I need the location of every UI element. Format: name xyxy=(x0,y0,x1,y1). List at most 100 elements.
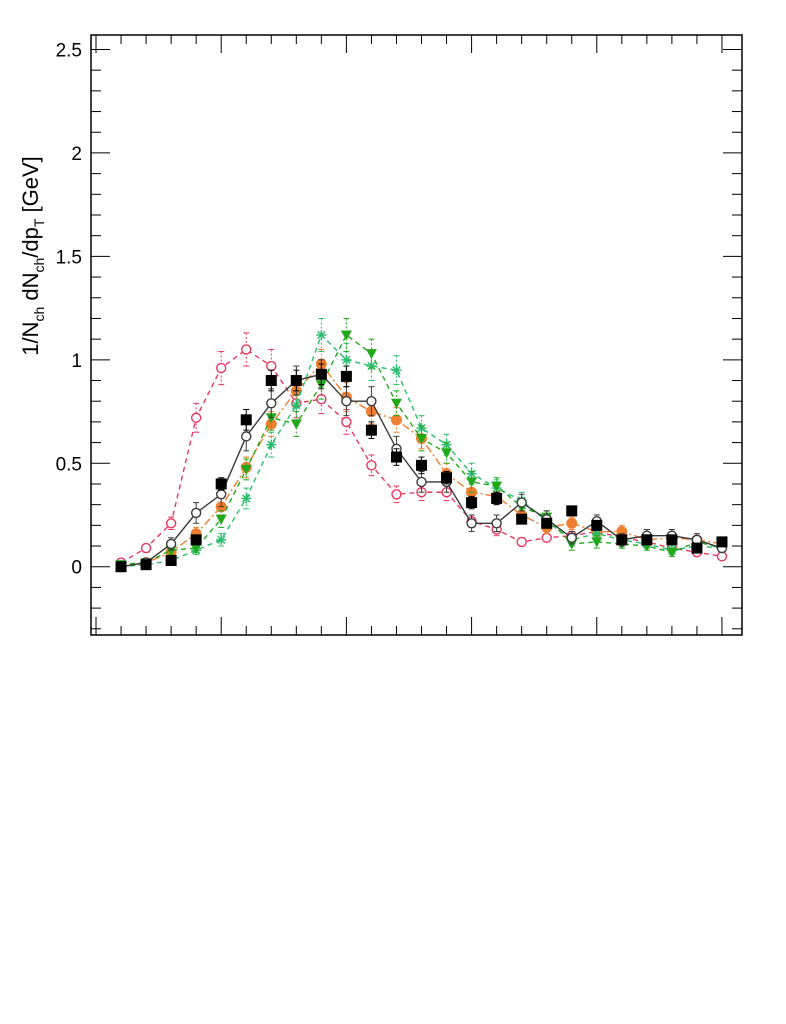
data-point xyxy=(115,561,127,573)
y-axis-title-part: [GeV] xyxy=(18,156,43,218)
y-axis-title-subscript: T xyxy=(31,218,47,227)
data-point xyxy=(666,534,678,546)
data-point xyxy=(366,361,377,372)
data-point xyxy=(516,513,528,525)
y-tick-label: 1 xyxy=(71,351,82,372)
data-point xyxy=(416,433,428,444)
data-point xyxy=(290,419,302,430)
data-point xyxy=(241,431,252,442)
data-point xyxy=(366,396,377,407)
data-point xyxy=(466,518,477,529)
data-point xyxy=(165,555,177,567)
data-point xyxy=(215,514,227,525)
data-point xyxy=(215,362,227,374)
y-tick-label: 1.5 xyxy=(56,247,82,268)
data-point xyxy=(366,460,377,471)
y-tick-label: 0.5 xyxy=(56,454,82,475)
data-point xyxy=(216,534,227,545)
y-axis-title-part: /dp xyxy=(18,227,43,258)
star-stroke xyxy=(392,366,401,375)
y-tick-label: 0 xyxy=(71,558,82,579)
y-tick-label: 2.5 xyxy=(56,40,82,61)
data-point xyxy=(165,538,177,550)
series-0 xyxy=(115,332,728,568)
data-point xyxy=(541,517,553,529)
data-point xyxy=(616,534,628,546)
series-layer xyxy=(115,317,728,573)
data-point xyxy=(391,489,402,500)
data-point xyxy=(215,478,227,490)
star-stroke xyxy=(217,535,226,544)
data-point xyxy=(491,518,502,529)
data-point xyxy=(466,497,478,509)
data-point xyxy=(716,536,728,548)
star-stroke xyxy=(342,355,351,364)
data-point xyxy=(341,396,352,407)
data-point xyxy=(416,476,427,488)
data-point xyxy=(566,532,577,543)
data-point xyxy=(441,472,453,484)
error-bar xyxy=(168,516,175,530)
error-bar xyxy=(368,338,375,369)
error-bar xyxy=(468,471,475,493)
data-point xyxy=(140,542,152,554)
error-bar xyxy=(593,535,600,549)
data-point xyxy=(316,330,327,340)
data-point xyxy=(190,507,202,519)
series-line xyxy=(120,333,723,566)
data-point xyxy=(566,505,578,517)
star-stroke xyxy=(242,494,251,503)
y-tick-labels: 0 0.5 1 1.5 2 2.5 xyxy=(56,40,82,578)
data-point xyxy=(341,354,352,365)
data-point xyxy=(315,368,327,380)
y-axis-title-subscript: ch xyxy=(31,307,47,322)
error-bar xyxy=(368,454,375,477)
axis-ticks xyxy=(91,35,742,635)
error-bar xyxy=(193,402,200,433)
star-stroke xyxy=(292,401,301,410)
data-point xyxy=(265,375,277,387)
data-point xyxy=(591,519,603,531)
error-bar xyxy=(243,487,250,510)
error-bar xyxy=(218,533,225,547)
data-point xyxy=(190,543,202,554)
data-point xyxy=(215,489,227,500)
y-axis-title-part: 1/N xyxy=(18,322,43,356)
data-point xyxy=(390,414,402,426)
data-point xyxy=(190,412,202,423)
y-axis-title-part: dN xyxy=(18,273,43,307)
data-point xyxy=(365,349,377,360)
data-point xyxy=(340,330,352,341)
data-point xyxy=(466,477,478,488)
error-bar xyxy=(443,442,450,464)
data-point xyxy=(240,414,252,426)
data-point xyxy=(491,492,503,504)
star-stroke xyxy=(267,440,276,449)
data-point xyxy=(365,424,377,436)
data-point xyxy=(241,493,252,504)
data-point xyxy=(516,536,527,548)
data-point xyxy=(441,448,453,459)
data-point xyxy=(491,481,503,492)
data-point xyxy=(240,464,252,475)
error-bar xyxy=(243,458,250,481)
data-point xyxy=(390,451,402,463)
data-point xyxy=(566,517,578,529)
data-point xyxy=(390,398,402,409)
data-point xyxy=(591,537,603,548)
data-point xyxy=(241,344,252,355)
y-tick-label: 2 xyxy=(71,144,82,165)
data-point xyxy=(416,459,428,471)
data-point xyxy=(516,497,527,508)
data-point xyxy=(190,534,202,546)
data-point xyxy=(266,398,277,409)
data-point xyxy=(641,534,653,546)
data-point xyxy=(541,532,552,543)
data-point xyxy=(266,360,277,372)
data-point xyxy=(290,375,302,387)
star-stroke xyxy=(317,330,326,340)
data-point xyxy=(666,547,678,558)
data-point xyxy=(266,439,277,450)
data-point xyxy=(391,365,402,376)
